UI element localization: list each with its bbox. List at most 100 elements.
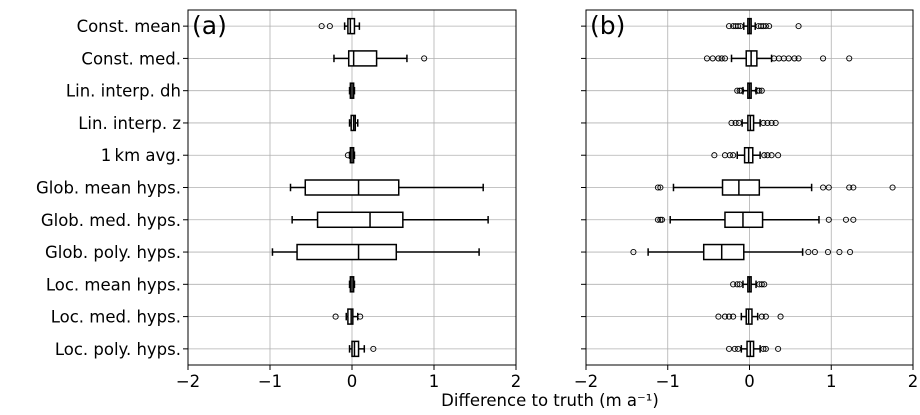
box-element bbox=[703, 50, 853, 67]
x-tick-label: 0 bbox=[744, 372, 755, 391]
box-element bbox=[318, 17, 361, 35]
outlier-point bbox=[730, 152, 737, 159]
box-element bbox=[348, 276, 356, 293]
box-element bbox=[344, 146, 356, 164]
x-tick-label: 2 bbox=[511, 372, 522, 391]
outlier-point bbox=[760, 119, 767, 127]
outlier-point bbox=[658, 216, 666, 223]
category-label: Glob. mean hyps. bbox=[36, 179, 181, 198]
outlier-point bbox=[764, 152, 771, 159]
outlier-point bbox=[715, 313, 722, 320]
category-label: Loc. med. hyps. bbox=[51, 308, 181, 327]
panel-label: (b) bbox=[590, 11, 625, 40]
outlier-point bbox=[709, 55, 716, 62]
box-element bbox=[715, 308, 784, 325]
outlier-point bbox=[758, 281, 765, 288]
outlier-point bbox=[726, 152, 733, 159]
outlier-point bbox=[820, 55, 827, 62]
x-tick-label: 1 bbox=[429, 372, 440, 391]
x-tick-label: 2 bbox=[908, 372, 919, 391]
box-element bbox=[654, 179, 896, 196]
box-iqr bbox=[347, 308, 354, 325]
outlier-point bbox=[754, 87, 761, 94]
outlier-point bbox=[850, 216, 857, 223]
outlier-point bbox=[758, 313, 765, 320]
outlier-point bbox=[732, 119, 739, 127]
category-label: Glob. poly. hyps. bbox=[45, 243, 181, 262]
category-label: Const. med. bbox=[81, 49, 181, 68]
box-element bbox=[348, 114, 359, 132]
outlier-point bbox=[344, 152, 351, 159]
x-tick-label: 0 bbox=[347, 372, 358, 391]
outlier-point bbox=[630, 248, 637, 256]
box-element bbox=[730, 276, 768, 293]
outlier-point bbox=[811, 248, 818, 256]
outlier-point bbox=[735, 345, 742, 352]
box-element bbox=[654, 211, 857, 229]
outlier-point bbox=[842, 216, 850, 223]
outlier-point bbox=[654, 184, 661, 191]
outlier-point bbox=[761, 152, 768, 159]
outlier-point bbox=[762, 23, 769, 30]
outlier-point bbox=[846, 184, 853, 191]
box-iqr bbox=[351, 340, 360, 358]
plot-frame bbox=[187, 9, 517, 366]
outlier-point bbox=[777, 313, 784, 320]
outlier-point bbox=[332, 313, 339, 320]
outlier-point bbox=[761, 281, 768, 288]
outlier-point bbox=[734, 281, 741, 288]
outlier-point bbox=[795, 55, 802, 62]
box-element bbox=[271, 243, 480, 261]
category-label: Lin. interp. dh bbox=[66, 82, 181, 101]
outlier-point bbox=[768, 152, 775, 159]
box-element bbox=[332, 308, 364, 325]
outlier-point bbox=[768, 119, 775, 127]
panel-label: (a) bbox=[192, 11, 227, 40]
outlier-point bbox=[703, 55, 711, 62]
box-iqr bbox=[296, 243, 398, 261]
box-iqr bbox=[347, 50, 378, 67]
category-label: 1 km avg. bbox=[101, 146, 181, 165]
outlier-point bbox=[766, 23, 773, 30]
outlier-point bbox=[760, 23, 767, 30]
outlier-point bbox=[825, 216, 832, 223]
outlier-point bbox=[735, 23, 742, 30]
outlier-point bbox=[734, 87, 741, 94]
category-label: Glob. med. hyps. bbox=[41, 211, 181, 230]
outlier-point bbox=[738, 87, 745, 94]
outlier-point bbox=[318, 23, 325, 30]
outlier-point bbox=[721, 55, 729, 62]
outlier-point bbox=[711, 152, 718, 159]
panel-a: −2 −1 0 1 2 (a) bbox=[176, 9, 522, 391]
outlier-point bbox=[785, 55, 792, 62]
category-label: Const. mean bbox=[77, 17, 181, 36]
x-tick-label: 1 bbox=[826, 372, 837, 391]
outlier-point bbox=[736, 281, 743, 288]
outlier-point bbox=[657, 216, 664, 223]
x-tick-label: −2 bbox=[176, 372, 200, 391]
outlier-point bbox=[726, 313, 733, 320]
outlier-point bbox=[726, 23, 733, 30]
box-element bbox=[734, 82, 765, 99]
box-iqr bbox=[702, 243, 745, 261]
outlier-point bbox=[657, 184, 664, 191]
box-iqr bbox=[724, 211, 764, 229]
box-element bbox=[630, 243, 854, 261]
x-axis-label: Difference to truth (m a⁻¹) bbox=[441, 391, 659, 410]
outlier-point bbox=[850, 184, 857, 191]
outlier-point bbox=[805, 248, 812, 256]
outlier-point bbox=[357, 313, 364, 320]
x-tick-label: −1 bbox=[656, 372, 680, 391]
outlier-point bbox=[326, 23, 333, 30]
outlier-point bbox=[421, 55, 428, 62]
outlier-point bbox=[762, 345, 769, 352]
outlier-point bbox=[758, 87, 765, 94]
outlier-point bbox=[772, 119, 779, 127]
outlier-point bbox=[764, 119, 771, 127]
outlier-point bbox=[824, 248, 832, 256]
x-tick-label: −2 bbox=[574, 372, 598, 391]
category-label: Lin. interp. z bbox=[78, 114, 181, 133]
outlier-point bbox=[762, 313, 769, 320]
outlier-point bbox=[791, 55, 798, 62]
